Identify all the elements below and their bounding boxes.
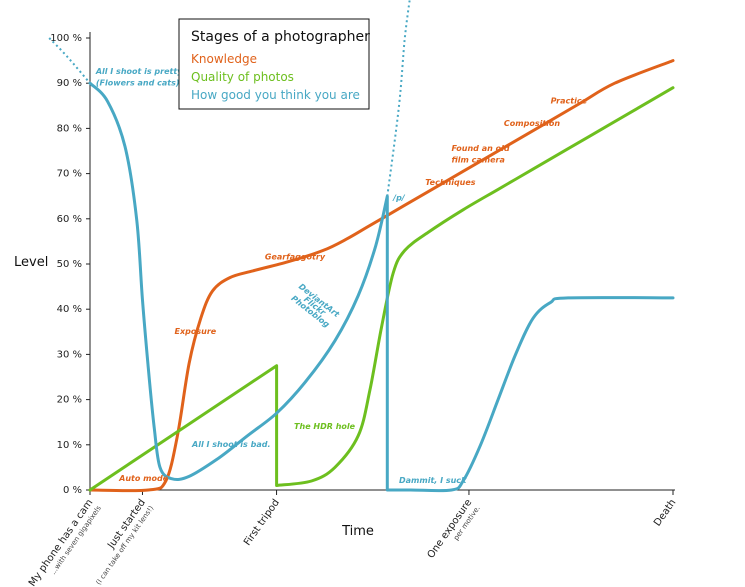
y-tick-label: 90 % — [57, 78, 82, 89]
series-group — [48, 0, 675, 493]
annotation-label: Composition — [504, 119, 560, 128]
x-axis-title: Time — [341, 524, 374, 539]
legend-box — [178, 18, 370, 110]
y-axis-title: Level — [14, 255, 48, 270]
knowledge-line — [88, 59, 675, 493]
y-tick-label: 50 % — [57, 259, 82, 270]
annotation-label: film camera — [451, 155, 504, 164]
annotation-label: All I shoot is bad. — [191, 440, 270, 449]
x-tick-label: My phone has a cam — [27, 497, 96, 587]
annotation-label: Dammit, I suck — [399, 476, 467, 485]
x-tick-label-group: My phone has a cam...with seven gigapixe… — [27, 497, 103, 587]
dotted-extension-line — [386, 0, 411, 197]
legend: Stages of a photographer Knowledge Quali… — [178, 18, 370, 110]
x-tick-label: Death — [652, 497, 678, 528]
annotation-label: All I shoot is pretty. — [95, 67, 185, 76]
legend-entry-quality: Quality of photos — [191, 70, 294, 84]
annotation-label: Auto mode — [118, 474, 169, 483]
chart-title: Stages of a photographer — [191, 29, 370, 45]
y-tick-label: 30 % — [57, 349, 82, 360]
annotation-label: Exposure — [175, 327, 217, 336]
selfassessment-line — [88, 81, 675, 493]
annotation-label: /p/ — [392, 194, 406, 203]
x-tick-label: First tripod — [242, 497, 282, 547]
y-tick-label: 0 % — [63, 485, 82, 496]
dotted-extension-line — [48, 37, 91, 84]
y-tick-label: 20 % — [57, 395, 82, 406]
y-tick-label: 40 % — [57, 304, 82, 315]
y-tick-label: 10 % — [57, 440, 82, 451]
annotation-label: The HDR hole — [294, 422, 356, 431]
x-tick-label-group: Death — [652, 497, 678, 528]
annotation-label: (Flowers and cats) — [96, 78, 180, 87]
y-tick-label: 60 % — [57, 214, 82, 225]
annotation-label: Gearfaggotry — [265, 252, 326, 261]
annotation-label: Techniques — [425, 178, 476, 187]
annotation-label: Found an old — [451, 144, 509, 153]
legend-entry-knowledge: Knowledge — [191, 52, 257, 66]
y-tick-label: 80 % — [57, 123, 82, 134]
y-tick-label: 100 % — [50, 33, 82, 44]
annotations-group: All I shoot is pretty. (Flowers and cats)… — [95, 67, 588, 485]
quality-line — [88, 86, 675, 492]
y-tick-label: 70 % — [57, 169, 82, 180]
legend-entry-selfassessment: How good you think you are — [191, 88, 360, 102]
x-tick-label-group: First tripod — [242, 497, 282, 547]
annotation-label: Practice — [551, 97, 588, 106]
